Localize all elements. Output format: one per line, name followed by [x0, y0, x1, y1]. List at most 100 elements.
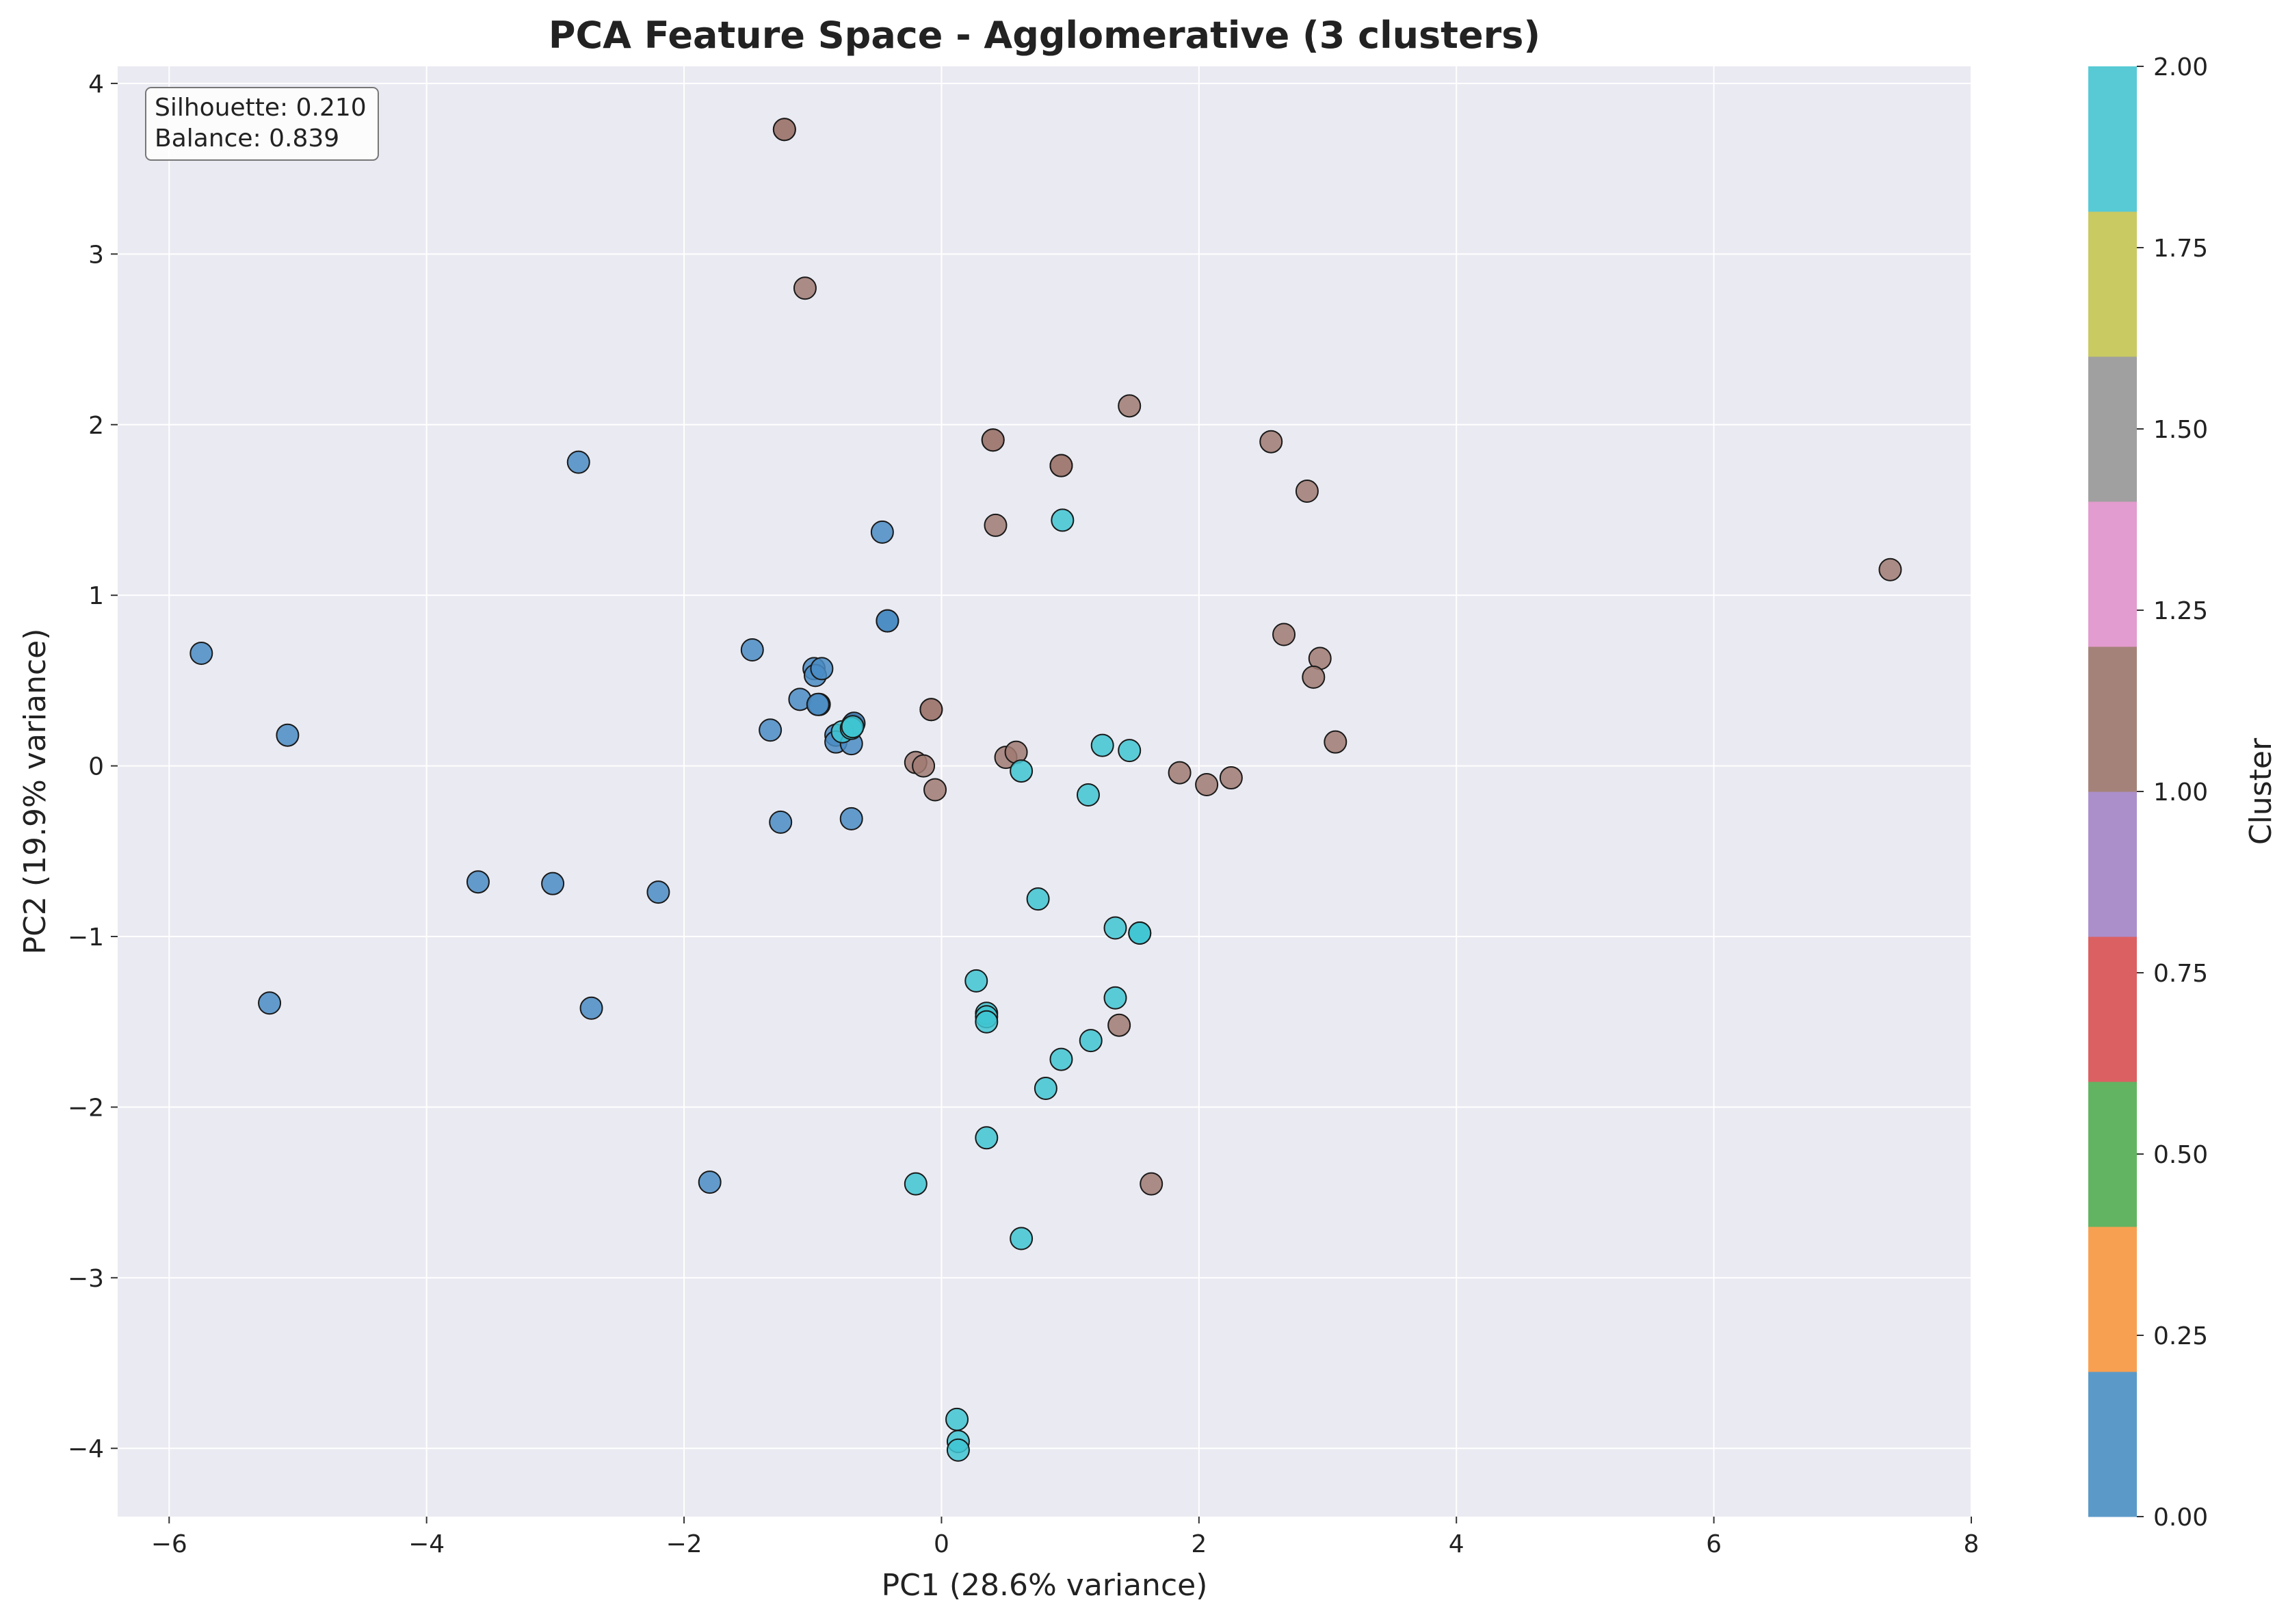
cluster-1-point [1219, 766, 1243, 790]
cluster-1-point [1049, 454, 1073, 477]
y-axis-label: PC2 (19.9% variance) [18, 629, 53, 955]
colorbar [2088, 66, 2137, 1517]
colorbar-tick-label: 0.75 [2153, 960, 2208, 988]
cluster-1-point [984, 513, 1008, 537]
cluster-0-point [759, 718, 783, 742]
colorbar-label: Cluster [2244, 737, 2278, 845]
cluster-0-point [740, 638, 764, 662]
cluster-2-point [1076, 783, 1100, 807]
cluster-1-point [1140, 1172, 1163, 1196]
cluster-1-point [1878, 558, 1902, 581]
cluster-2-point [975, 1126, 999, 1150]
colorbar-segment [2088, 1082, 2137, 1227]
colorbar-tick-label: 1.25 [2153, 597, 2208, 625]
colorbar-segment [2088, 1372, 2137, 1517]
x-tick-label: 2 [1191, 1530, 1207, 1558]
cluster-1-point [772, 118, 796, 142]
colorbar-segment [2088, 66, 2137, 212]
chart-title: PCA Feature Space - Agglomerative (3 clu… [549, 14, 1540, 57]
colorbar-tick-label: 1.00 [2153, 778, 2208, 807]
y-tick-label: 1 [88, 582, 104, 610]
colorbar-segment [2088, 501, 2137, 647]
colorbar-segment [2088, 1227, 2137, 1372]
cluster-1-point [1259, 430, 1283, 454]
colorbar-segment [2088, 937, 2137, 1082]
colorbar-tick-label: 2.00 [2153, 53, 2208, 81]
cluster-1-point [1168, 761, 1192, 785]
x-tick-label: 6 [1706, 1530, 1722, 1558]
cluster-0-point [839, 807, 863, 830]
y-axis-ticks: −4 −3 −2 −1 0 1 2 3 4 [68, 70, 118, 1463]
cluster-0-point [646, 880, 670, 904]
cluster-0-point [876, 609, 899, 633]
y-tick-label: 4 [88, 70, 104, 99]
y-tick-label: −1 [68, 924, 104, 952]
cluster-1-point [1272, 623, 1296, 646]
cluster-1-point [1302, 665, 1326, 689]
colorbar-segment [2088, 356, 2137, 502]
y-tick-label: 3 [88, 241, 104, 269]
x-tick-label: 8 [1964, 1530, 1980, 1558]
y-tick-label: −4 [68, 1435, 104, 1463]
cluster-1-point [1295, 480, 1319, 503]
x-tick-label: −6 [151, 1530, 187, 1558]
colorbar-tick-label: 0.00 [2153, 1504, 2208, 1532]
cluster-1-point [923, 778, 947, 802]
cluster-1-point [1107, 1013, 1131, 1037]
x-tick-label: −4 [408, 1530, 445, 1558]
cluster-0-point [810, 657, 834, 681]
cluster-1-point [919, 698, 943, 722]
cluster-0-point [579, 996, 603, 1020]
grid [118, 66, 1972, 1517]
cluster-0-point [541, 872, 565, 895]
cluster-2-point [975, 1010, 999, 1034]
cluster-0-point [698, 1170, 722, 1194]
cluster-2-point [1128, 921, 1152, 945]
x-tick-label: 4 [1449, 1530, 1464, 1558]
colorbar-tick-label: 0.25 [2153, 1322, 2208, 1350]
x-tick-label: 0 [934, 1530, 949, 1558]
x-tick-label: −2 [666, 1530, 702, 1558]
cluster-2-point [1090, 733, 1114, 757]
cluster-2-point [1118, 739, 1142, 763]
cluster-1-point [1195, 773, 1219, 797]
cluster-0-point [189, 641, 213, 665]
cluster-2-point [964, 969, 988, 993]
cluster-1-point [912, 754, 936, 778]
y-tick-label: −3 [68, 1265, 104, 1293]
cluster-0-point [258, 991, 282, 1015]
y-tick-label: −2 [68, 1094, 104, 1122]
balance-score: Balance: 0.839 [155, 125, 339, 153]
cluster-2-point [1034, 1076, 1057, 1100]
cluster-2-point [1010, 1227, 1034, 1250]
plot-background [118, 66, 1971, 1517]
colorbar-segment [2088, 646, 2137, 792]
cluster-2-point [904, 1172, 928, 1196]
cluster-2-point [945, 1407, 969, 1431]
cluster-0-point [806, 692, 830, 716]
x-axis-label: PC1 (28.6% variance) [882, 1568, 1208, 1603]
cluster-0-point [870, 520, 894, 544]
cluster-2-point [1103, 916, 1127, 940]
y-tick-label: 0 [88, 753, 104, 781]
colorbar-ticks: 0.00 0.25 0.50 0.75 1.00 1.25 1.50 1.75 2.00 [2137, 53, 2208, 1532]
cluster-2-point [1026, 887, 1050, 911]
cluster-2-point [1051, 508, 1075, 532]
colorbar-segment [2088, 211, 2137, 357]
x-axis-ticks: −6 −4 −2 0 2 4 6 8 [151, 1517, 1980, 1558]
cluster-1-point [1118, 394, 1142, 418]
cluster-2-point [946, 1438, 970, 1462]
silhouette-score: Silhouette: 0.210 [155, 94, 367, 122]
colorbar-segment [2088, 791, 2137, 937]
cluster-0-point [566, 450, 590, 474]
scatter-points [189, 118, 1902, 1462]
colorbar-tick-label: 1.50 [2153, 416, 2208, 444]
cluster-0-point [466, 870, 490, 894]
cluster-2-point [1079, 1029, 1103, 1053]
cluster-1-point [981, 428, 1005, 452]
cluster-0-point [769, 810, 793, 834]
cluster-2-point [1103, 986, 1127, 1010]
cluster-2-point [1049, 1047, 1073, 1071]
